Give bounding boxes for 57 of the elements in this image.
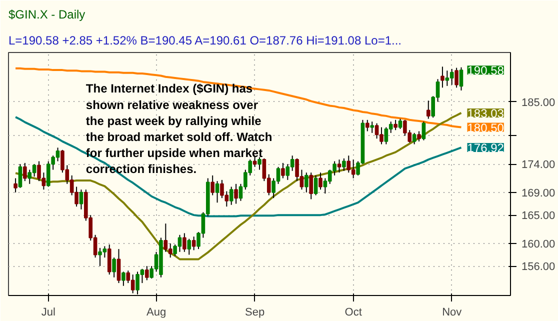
candlestick <box>454 67 458 88</box>
candlestick <box>281 162 285 179</box>
x-tick-label: Jul <box>41 306 56 318</box>
chart-subtitle: L=190.58 +2.85 +1.52% B=190.45 A=190.61 O=187.76 Hi=191.08 Lo=1... <box>8 34 402 48</box>
y-tick-label: 165.00 <box>522 210 556 222</box>
candlestick <box>459 66 464 91</box>
candlestick <box>426 100 430 120</box>
data-label: 183.03 <box>467 106 504 120</box>
candlestick <box>144 266 149 281</box>
candlestick <box>342 158 346 172</box>
candlestick <box>366 119 370 132</box>
candlestick <box>440 66 444 88</box>
candlestick <box>182 232 186 252</box>
data-label: 176.92 <box>467 141 504 156</box>
y-tick-label: 185.00 <box>522 96 556 109</box>
candlestick <box>318 172 322 190</box>
candlestick <box>14 178 18 193</box>
candlestick <box>18 164 22 188</box>
candlestick <box>412 132 416 145</box>
line-series <box>14 112 462 260</box>
x-tick-label: Sep <box>245 306 265 318</box>
candlestick <box>346 155 351 174</box>
y-tick-label: 160.00 <box>522 238 556 250</box>
candlestick <box>122 271 126 286</box>
candlestick <box>23 162 27 182</box>
text: 190.58 <box>467 64 504 78</box>
data-label: 180.50 <box>467 120 504 135</box>
line-series <box>14 67 462 128</box>
candlestick <box>398 118 402 130</box>
candlestick <box>422 121 426 141</box>
candlestick <box>168 242 172 258</box>
candlestick <box>258 156 262 170</box>
candlestick <box>450 68 454 86</box>
candlestick <box>107 244 112 276</box>
candlestick <box>337 159 342 174</box>
x-tick-label: Oct <box>344 306 362 318</box>
x-tick-label: Nov <box>442 306 462 318</box>
candlestick <box>314 174 318 196</box>
candlestick <box>304 172 308 193</box>
candlestick <box>116 248 121 284</box>
candlestick <box>210 174 214 196</box>
candlestick <box>417 130 421 142</box>
candlestick <box>215 180 220 204</box>
chart-title: $GIN.X - Daily <box>8 8 86 22</box>
candlestick <box>192 236 196 251</box>
candlestick <box>309 172 314 200</box>
y-tick-label: 169.00 <box>522 187 556 200</box>
candlestick <box>229 186 234 206</box>
candlestick <box>394 119 398 131</box>
candlestick <box>187 238 192 256</box>
x-tick-label: Aug <box>146 306 166 318</box>
candlestick <box>234 183 238 204</box>
y-tick-label: 174.00 <box>522 159 556 172</box>
candlestick <box>370 121 374 134</box>
candlestick <box>79 189 84 210</box>
y-tick-label: 156.00 <box>522 261 556 274</box>
candlestick <box>112 257 116 278</box>
